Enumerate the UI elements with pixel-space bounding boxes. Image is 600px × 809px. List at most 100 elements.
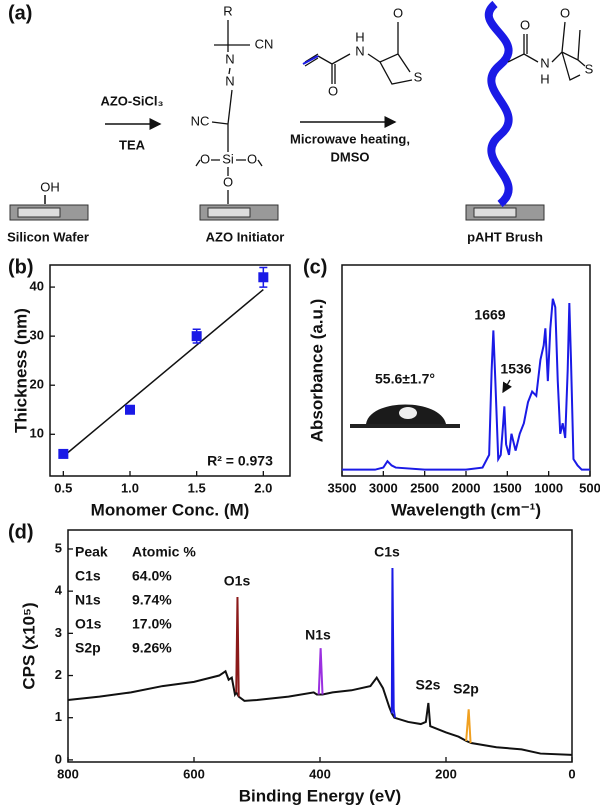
point	[58, 448, 69, 459]
x-axis-label: Binding Energy (eV)	[239, 786, 401, 805]
vinyl	[302, 55, 319, 65]
x-tick-label: 1000	[534, 480, 563, 495]
table-cell: C1s	[75, 568, 101, 584]
highlight	[399, 407, 417, 419]
wafer-inner	[473, 207, 517, 218]
table-cell: 9.26%	[132, 640, 172, 656]
atom: N	[225, 73, 234, 88]
data-line	[342, 298, 590, 471]
table-header: Atomic %	[132, 544, 196, 560]
atom: O	[200, 151, 210, 166]
data-line	[465, 709, 472, 744]
table-cell: 17.0%	[132, 616, 172, 632]
annotation: 1536	[500, 361, 531, 377]
y-tick-label: 2	[55, 667, 62, 682]
x-tick-label: 1500	[493, 480, 522, 495]
atom: O	[520, 17, 530, 32]
reagent: TEA	[119, 137, 146, 152]
atom: O	[223, 174, 233, 189]
atom: R	[223, 3, 232, 18]
table-cell: N1s	[75, 592, 101, 608]
annotation: R² = 0.973	[207, 453, 273, 469]
atom: O	[560, 5, 570, 20]
table-cell: S2p	[75, 640, 101, 656]
panel-label: (c)	[303, 256, 327, 278]
annotation: S2s	[416, 677, 441, 693]
atom: OH	[40, 179, 60, 194]
y-tick-label: 40	[30, 279, 44, 294]
annotation: S2p	[453, 681, 479, 697]
droplet-inset	[350, 404, 460, 428]
x-tick-label: 3500	[328, 480, 357, 495]
stage-label: AZO Initiator	[206, 229, 285, 244]
y-tick-label: 5	[55, 540, 62, 555]
stage-label: Silicon Wafer	[7, 229, 89, 244]
annotation-arrow	[502, 379, 513, 394]
x-tick-label: 600	[183, 766, 205, 781]
y-tick-label: 1	[55, 709, 62, 724]
atom: S	[414, 69, 423, 84]
x-tick-label: 2.0	[254, 480, 272, 495]
table-cell: 9.74%	[132, 592, 172, 608]
structure	[195, 20, 263, 204]
atom: S	[585, 61, 594, 76]
y-axis-label: Absorbance (a.u.)	[307, 299, 326, 443]
panel-label: (a)	[8, 2, 32, 24]
y-tick-label: 10	[30, 426, 44, 441]
stage-label: pAHT Brush	[467, 229, 543, 244]
x-tick-label: 2500	[410, 480, 439, 495]
point	[191, 331, 202, 342]
table-cell: 64.0%	[132, 568, 172, 584]
atom: NC	[191, 113, 210, 128]
substrate	[350, 424, 460, 428]
atom: O	[393, 5, 403, 20]
data-line	[62, 288, 264, 457]
atom: N	[225, 51, 234, 66]
panel-label: (d)	[8, 521, 34, 543]
plot-frame	[49, 264, 291, 477]
scheme: (a) OH Silicon Wafer AZO-SiCl₃ TEA R CN …	[7, 0, 594, 244]
conditions: Microwave heating,	[290, 131, 410, 146]
wafer-inner	[17, 207, 61, 218]
structure	[507, 21, 586, 81]
y-tick-label: 20	[30, 377, 44, 392]
atom: CN	[255, 36, 274, 51]
x-tick-label: 500	[579, 480, 600, 495]
x-tick-label: 3000	[369, 480, 398, 495]
atom: H	[355, 29, 364, 44]
y-tick-label: 30	[30, 328, 44, 343]
atom: O	[247, 151, 257, 166]
brush	[484, 0, 513, 208]
table-header: Peak	[75, 544, 108, 560]
annotation: O1s	[224, 573, 251, 589]
x-tick-label: 0	[568, 766, 575, 781]
table-cell: O1s	[75, 616, 102, 632]
annotation: 55.6±1.7°	[375, 371, 435, 387]
reagent: AZO-SiCl₃	[100, 93, 163, 108]
y-tick-label: 4	[55, 583, 63, 598]
x-tick-label: 200	[435, 766, 457, 781]
x-tick-label: 800	[57, 766, 79, 781]
data-line	[235, 597, 240, 697]
atom: Si	[222, 151, 234, 166]
y-axis-label: Thickness (nm)	[11, 308, 30, 433]
x-tick-label: 2000	[452, 480, 481, 495]
wafer-inner	[207, 207, 251, 218]
panel-label: (b)	[8, 256, 34, 278]
structure	[304, 22, 413, 85]
x-tick-label: 1.5	[188, 480, 206, 495]
atom: N	[355, 43, 364, 58]
y-tick-label: 0	[55, 751, 62, 766]
x-tick-label: 0.5	[54, 480, 72, 495]
y-axis-label: CPS (x10⁵)	[19, 602, 38, 689]
atom: H	[540, 71, 549, 86]
x-axis-label: Monomer Conc. (M)	[91, 500, 250, 519]
x-axis-label: Wavelength (cm⁻¹)	[391, 500, 541, 519]
atom: N	[540, 55, 549, 70]
atom: O	[328, 83, 338, 98]
annotation: N1s	[305, 627, 331, 643]
annotation: C1s	[374, 544, 400, 560]
annotation: 1669	[474, 307, 505, 323]
x-tick-label: 400	[309, 766, 331, 781]
y-tick-label: 3	[55, 625, 62, 640]
